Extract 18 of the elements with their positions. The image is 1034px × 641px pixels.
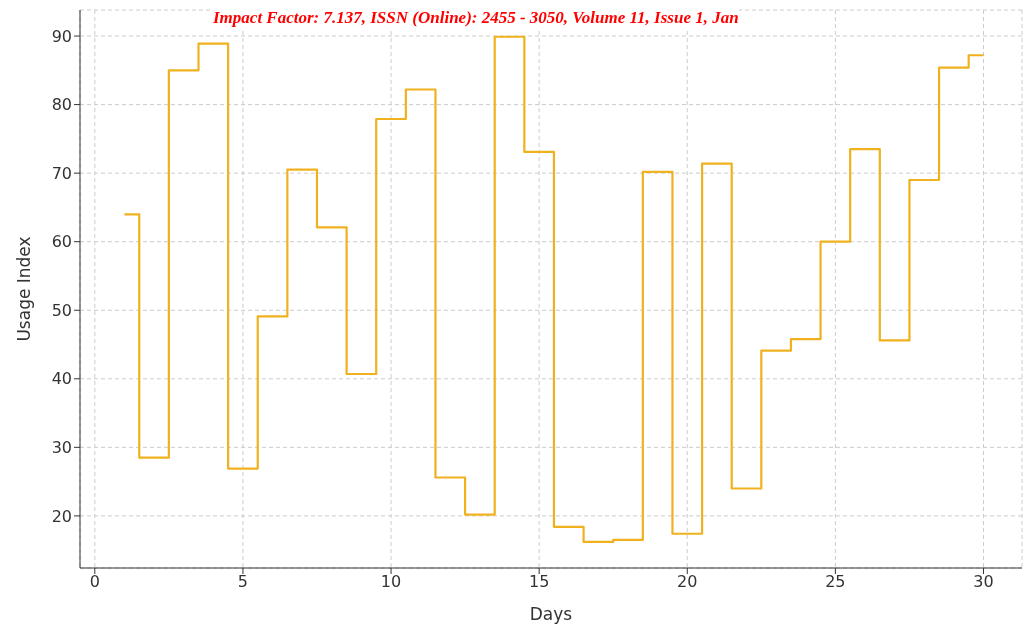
y-tick-label: 40: [51, 369, 72, 389]
y-axis-title: Usage Index: [14, 236, 35, 342]
x-tick-label: 25: [825, 572, 846, 592]
x-tick-label: 0: [89, 572, 100, 592]
annotation: Impact Factor: 7.137, ISSN (Online): 2455 - 3050, Volume 11, Issue 1, Jan: [213, 8, 739, 28]
y-tick-label: 50: [51, 300, 72, 320]
y-tick-label: 70: [51, 163, 72, 183]
y-tick-label: 60: [51, 232, 72, 252]
x-tick-label: 10: [380, 572, 402, 592]
y-tick-label: 20: [51, 506, 72, 526]
y-tick-label: 30: [51, 438, 72, 458]
x-axis-title: Days: [529, 604, 573, 624]
x-tick-label: 20: [677, 572, 698, 592]
x-tick-label: 15: [528, 572, 550, 592]
y-tick-label: 90: [51, 26, 72, 46]
x-tick-label: 5: [237, 572, 249, 592]
y-tick-label: 80: [51, 95, 72, 115]
x-tick-label: 30: [973, 572, 994, 592]
